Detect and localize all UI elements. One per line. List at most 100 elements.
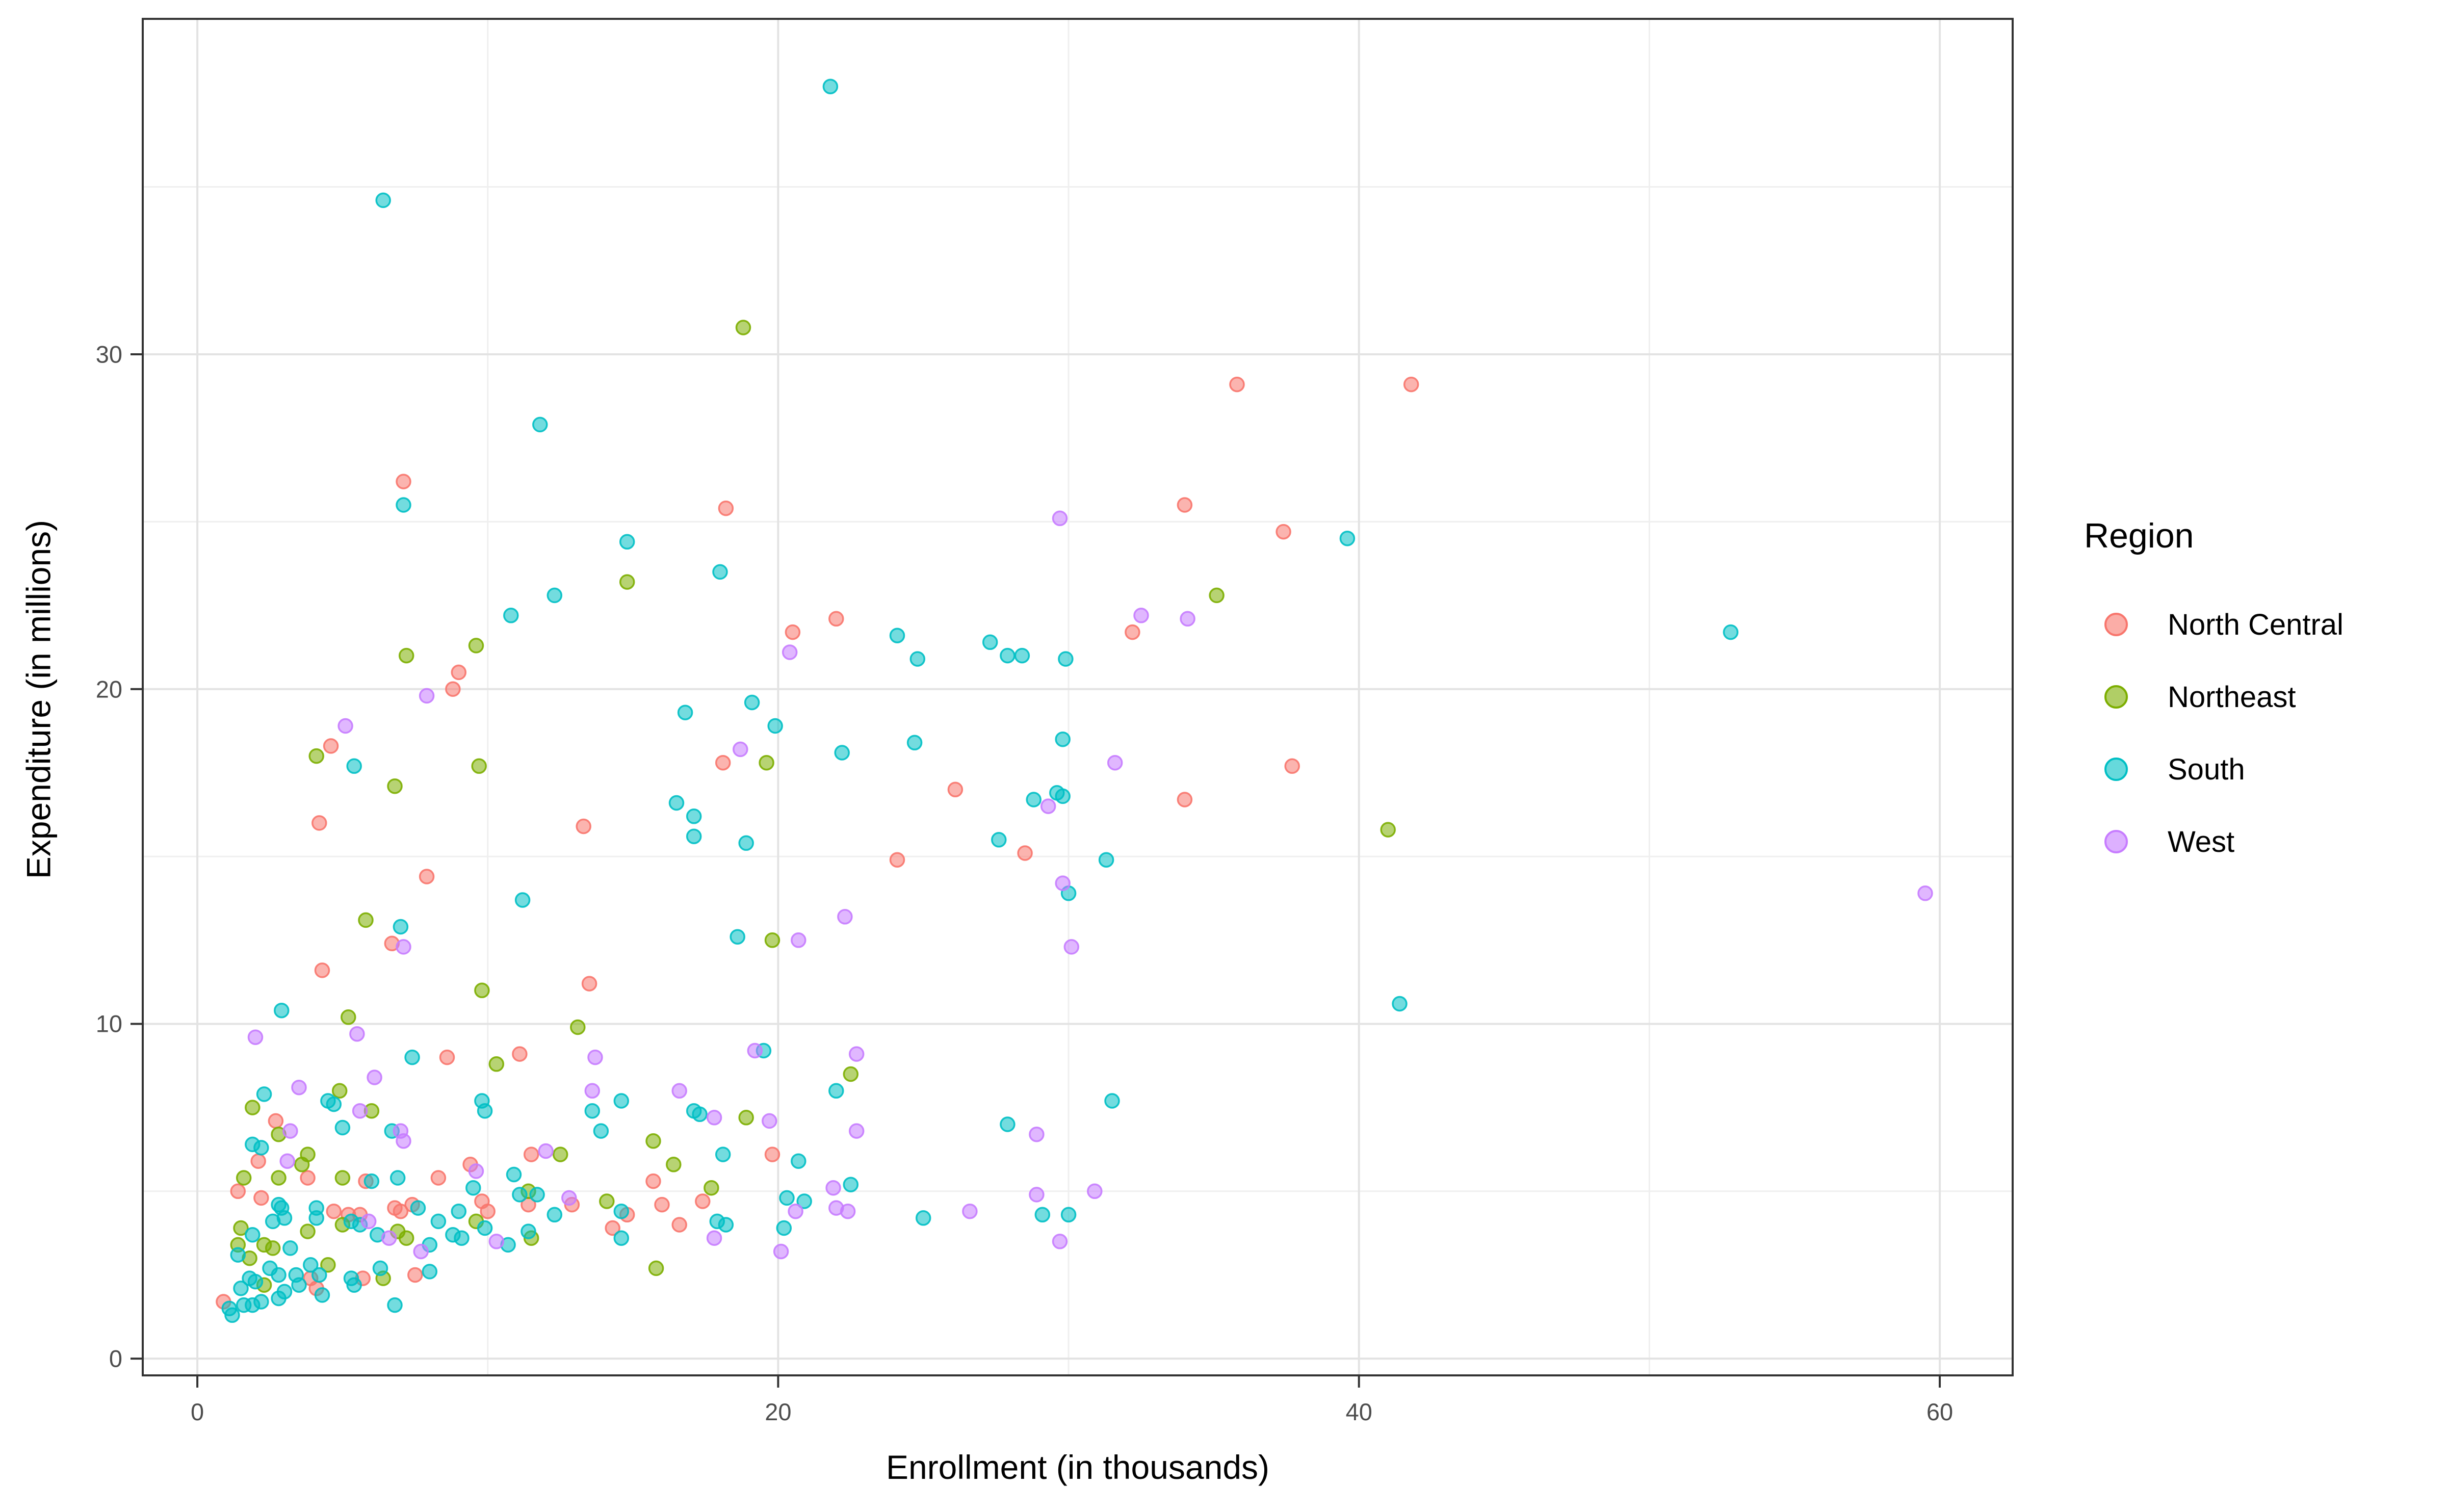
legend-title: Region: [2084, 516, 2194, 555]
data-point-south: [1723, 624, 1739, 640]
legend-key-dot: [2104, 685, 2128, 709]
data-point-northeast: [331, 1083, 348, 1099]
data-point-northeast: [398, 647, 414, 664]
data-point-northeast: [474, 982, 490, 999]
data-point-west: [840, 1203, 856, 1219]
data-point-south: [1392, 996, 1408, 1012]
data-point-west: [837, 909, 853, 925]
data-point-south: [334, 1119, 351, 1136]
data-point-north-central: [1125, 624, 1140, 640]
data-point-south: [303, 1257, 319, 1273]
data-point-north-central: [1275, 524, 1291, 540]
data-point-south: [791, 1153, 806, 1169]
data-point-west: [349, 1026, 365, 1042]
data-point-west: [352, 1103, 368, 1119]
data-point-north-central: [828, 611, 844, 627]
x-tick-label: 40: [1345, 1398, 1372, 1425]
data-point-west: [396, 939, 411, 955]
data-point-south: [506, 1166, 522, 1183]
data-point-south: [1058, 651, 1074, 667]
data-point-northeast: [308, 748, 324, 764]
data-point-northeast: [233, 1220, 249, 1236]
data-point-south: [256, 1086, 272, 1102]
data-point-south: [430, 1213, 447, 1230]
data-point-south: [546, 587, 563, 604]
data-point-north-central: [1229, 376, 1245, 393]
data-point-south: [718, 1217, 734, 1233]
data-point-north-central: [1177, 792, 1193, 807]
data-point-west: [337, 718, 353, 734]
data-point-northeast: [1380, 822, 1396, 838]
data-point-south: [776, 1220, 792, 1236]
data-point-north-central: [407, 1267, 423, 1283]
data-point-north-central: [300, 1170, 316, 1186]
data-point-northeast: [398, 1230, 414, 1246]
data-point-south: [346, 1277, 362, 1293]
data-point-south: [546, 1207, 563, 1223]
legend-item-label: West: [2168, 825, 2235, 858]
data-point-south: [738, 835, 754, 851]
data-point-northeast: [265, 1240, 281, 1256]
data-point-northeast: [843, 1066, 859, 1082]
data-point-south: [1034, 1207, 1051, 1223]
data-point-west: [1107, 754, 1123, 771]
data-point-south: [396, 497, 411, 513]
data-point-south: [451, 1203, 467, 1219]
data-point-south: [282, 1240, 298, 1256]
data-point-north-central: [430, 1170, 447, 1186]
data-point-south: [532, 416, 548, 433]
data-point-north-central: [889, 852, 905, 868]
data-point-northeast: [648, 1260, 664, 1276]
data-point-south: [1104, 1093, 1120, 1109]
data-point-west: [706, 1110, 722, 1126]
data-point-northeast: [468, 638, 484, 654]
data-point-north-central: [695, 1193, 711, 1209]
data-point-west: [419, 688, 435, 704]
data-point-north-central: [419, 869, 435, 884]
data-point-south: [311, 1267, 327, 1283]
plot-panel: [143, 19, 2013, 1375]
data-point-south: [233, 1281, 249, 1296]
data-point-south: [253, 1140, 269, 1156]
data-point-northeast: [358, 912, 374, 928]
data-point-south: [291, 1277, 307, 1293]
data-point-south: [686, 809, 702, 824]
legend-item-northeast: Northeast: [2084, 679, 2296, 715]
data-point-west: [468, 1163, 484, 1179]
data-point-south: [422, 1264, 438, 1280]
data-point-south: [619, 534, 635, 550]
data-points: [216, 79, 1933, 1323]
data-point-south: [393, 919, 409, 935]
data-point-south: [389, 1170, 406, 1186]
data-point-south: [822, 79, 839, 94]
data-point-south: [346, 758, 362, 774]
data-point-south: [1014, 647, 1030, 664]
data-point-north-central: [581, 976, 597, 992]
data-point-west: [1133, 608, 1149, 623]
data-point-north-central: [1177, 497, 1193, 513]
data-point-south: [271, 1290, 287, 1307]
data-point-north-central: [253, 1190, 269, 1206]
data-point-west: [825, 1180, 841, 1196]
data-point-west: [1052, 510, 1068, 527]
data-point-northeast: [294, 1157, 310, 1172]
data-point-south: [1000, 647, 1016, 664]
data-point-south: [308, 1210, 324, 1226]
data-point-north-central: [1017, 845, 1033, 861]
data-point-south: [834, 745, 850, 761]
data-point-south: [613, 1093, 630, 1109]
data-point-south: [1026, 792, 1042, 807]
data-point-west: [561, 1190, 577, 1206]
data-point-north-central: [250, 1153, 266, 1169]
data-point-south: [613, 1230, 630, 1246]
data-point-west: [1917, 885, 1933, 901]
data-point-north-central: [523, 1146, 539, 1162]
data-point-west: [747, 1042, 763, 1059]
legend-key-dot: [2104, 758, 2128, 781]
data-point-northeast: [570, 1019, 586, 1035]
data-point-south: [584, 1103, 601, 1119]
data-point-south: [796, 1193, 812, 1209]
data-point-south: [477, 1103, 493, 1119]
data-point-west: [848, 1046, 865, 1062]
